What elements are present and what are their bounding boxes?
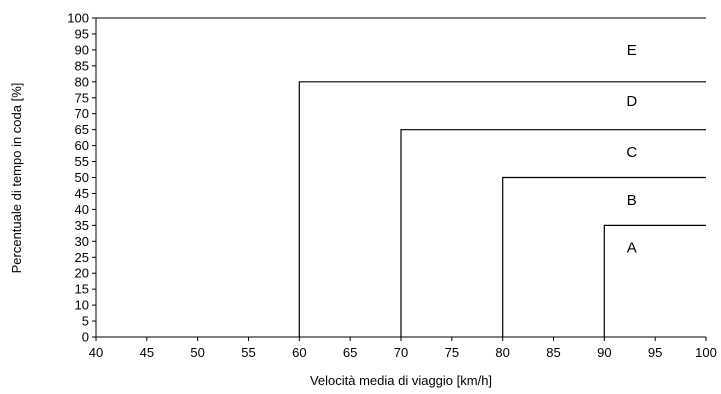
y-tick-label: 5 xyxy=(82,314,89,329)
y-tick-label: 95 xyxy=(75,26,89,41)
y-tick-label: 20 xyxy=(75,266,89,281)
x-tick-label: 60 xyxy=(292,345,306,360)
x-tick-label: 95 xyxy=(648,345,662,360)
x-tick-label: 50 xyxy=(190,345,204,360)
zone-label-d: D xyxy=(626,93,637,110)
y-tick-label: 40 xyxy=(75,202,89,217)
y-tick-label: 100 xyxy=(67,11,89,26)
x-tick-label: 40 xyxy=(89,345,103,360)
x-tick-label: 65 xyxy=(343,345,357,360)
x-tick-label: 90 xyxy=(597,345,611,360)
boundary-line-a-b xyxy=(603,224,706,337)
y-tick-label: 60 xyxy=(75,138,89,153)
zone-label-a: A xyxy=(627,240,637,257)
boundary-line-d-e xyxy=(298,81,706,337)
x-tick-label: 55 xyxy=(241,345,255,360)
y-tick-label: 0 xyxy=(82,330,89,345)
boundary-line-c-d xyxy=(400,129,706,337)
zone-label-e: E xyxy=(627,42,637,59)
y-tick-label: 70 xyxy=(75,106,89,121)
x-tick-label: 100 xyxy=(695,345,717,360)
y-tick-label: 35 xyxy=(75,218,89,233)
y-tick-label: 90 xyxy=(75,42,89,57)
y-tick-label: 30 xyxy=(75,234,89,249)
y-tick-label: 25 xyxy=(75,250,89,265)
x-tick-label: 70 xyxy=(394,345,408,360)
boundary-line-b-c xyxy=(502,176,706,337)
y-axis-title: Percentuale di tempo in coda [%] xyxy=(9,83,24,274)
y-tick-label: 80 xyxy=(75,74,89,89)
x-axis-title: Velocità media di viaggio [km/h] xyxy=(310,373,492,388)
x-tick-label: 80 xyxy=(495,345,509,360)
x-tick-label: 45 xyxy=(140,345,154,360)
y-tick-label: 50 xyxy=(75,170,89,185)
zone-label-b: B xyxy=(627,192,637,209)
plot-area: 0510152025303540455055606570758085909510… xyxy=(67,11,717,361)
zone-label-c: C xyxy=(626,144,637,161)
y-tick-label: 65 xyxy=(75,122,89,137)
x-tick-label: 85 xyxy=(546,345,560,360)
y-tick-label: 55 xyxy=(75,154,89,169)
x-tick-label: 75 xyxy=(445,345,459,360)
y-tick-label: 85 xyxy=(75,58,89,73)
y-tick-label: 10 xyxy=(75,298,89,313)
y-tick-label: 45 xyxy=(75,186,89,201)
y-tick-label: 15 xyxy=(75,282,89,297)
y-tick-label: 75 xyxy=(75,90,89,105)
